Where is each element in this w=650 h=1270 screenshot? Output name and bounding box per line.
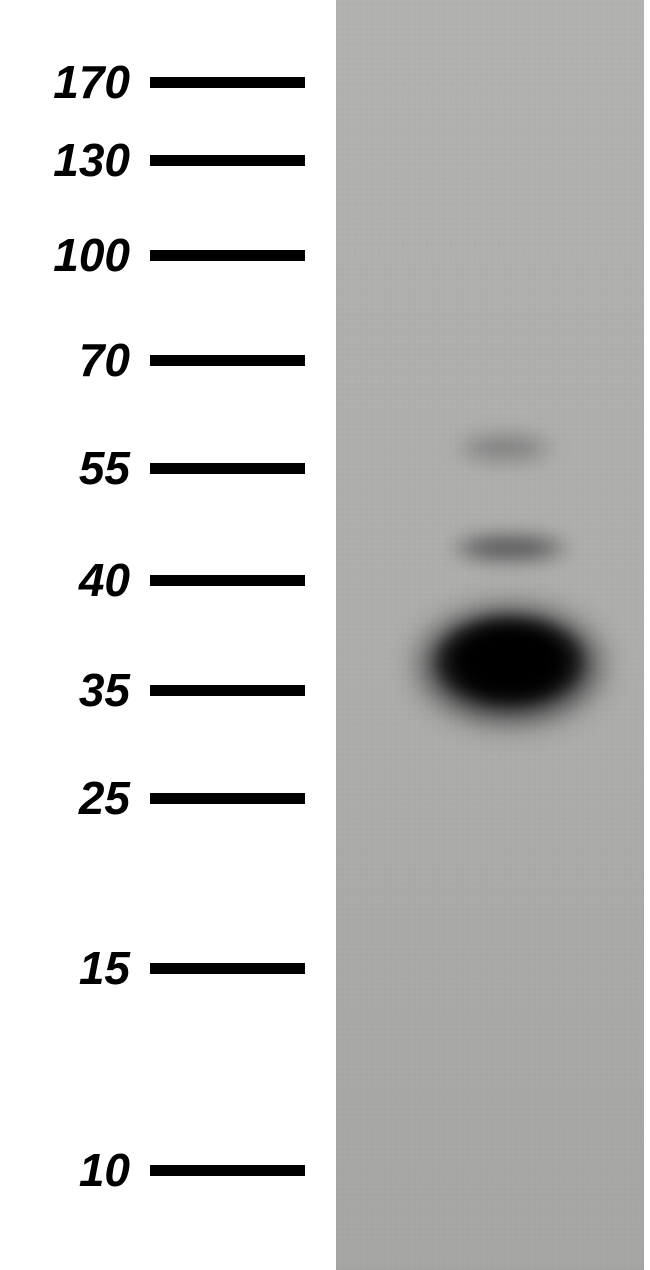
- marker-label: 10: [79, 1143, 130, 1197]
- marker-row: 25: [0, 775, 330, 821]
- marker-line: [150, 685, 305, 696]
- marker-label: 55: [79, 441, 130, 495]
- marker-label: 25: [79, 771, 130, 825]
- marker-line: [150, 575, 305, 586]
- marker-row: 15: [0, 945, 330, 991]
- marker-line: [150, 1165, 305, 1176]
- marker-line: [150, 963, 305, 974]
- marker-row: 55: [0, 445, 330, 491]
- band-55: [455, 434, 555, 462]
- marker-label: 15: [79, 941, 130, 995]
- blot-lane: [336, 0, 644, 1270]
- marker-label: 130: [53, 133, 130, 187]
- marker-row: 170: [0, 59, 330, 105]
- marker-line: [150, 463, 305, 474]
- marker-label: 170: [53, 55, 130, 109]
- marker-line: [150, 77, 305, 88]
- marker-row: 130: [0, 137, 330, 183]
- marker-line: [150, 355, 305, 366]
- molecular-weight-ladder: 170 130 100 70 55 40 35 25 15 10: [0, 0, 330, 1270]
- marker-line: [150, 155, 305, 166]
- marker-label: 100: [53, 228, 130, 282]
- marker-label: 40: [79, 553, 130, 607]
- marker-row: 35: [0, 667, 330, 713]
- band-42: [450, 533, 570, 563]
- band-35-core: [435, 615, 585, 705]
- marker-row: 40: [0, 557, 330, 603]
- marker-label: 35: [79, 663, 130, 717]
- marker-line: [150, 793, 305, 804]
- marker-label: 70: [79, 333, 130, 387]
- marker-row: 10: [0, 1147, 330, 1193]
- marker-line: [150, 250, 305, 261]
- marker-row: 100: [0, 232, 330, 278]
- marker-row: 70: [0, 337, 330, 383]
